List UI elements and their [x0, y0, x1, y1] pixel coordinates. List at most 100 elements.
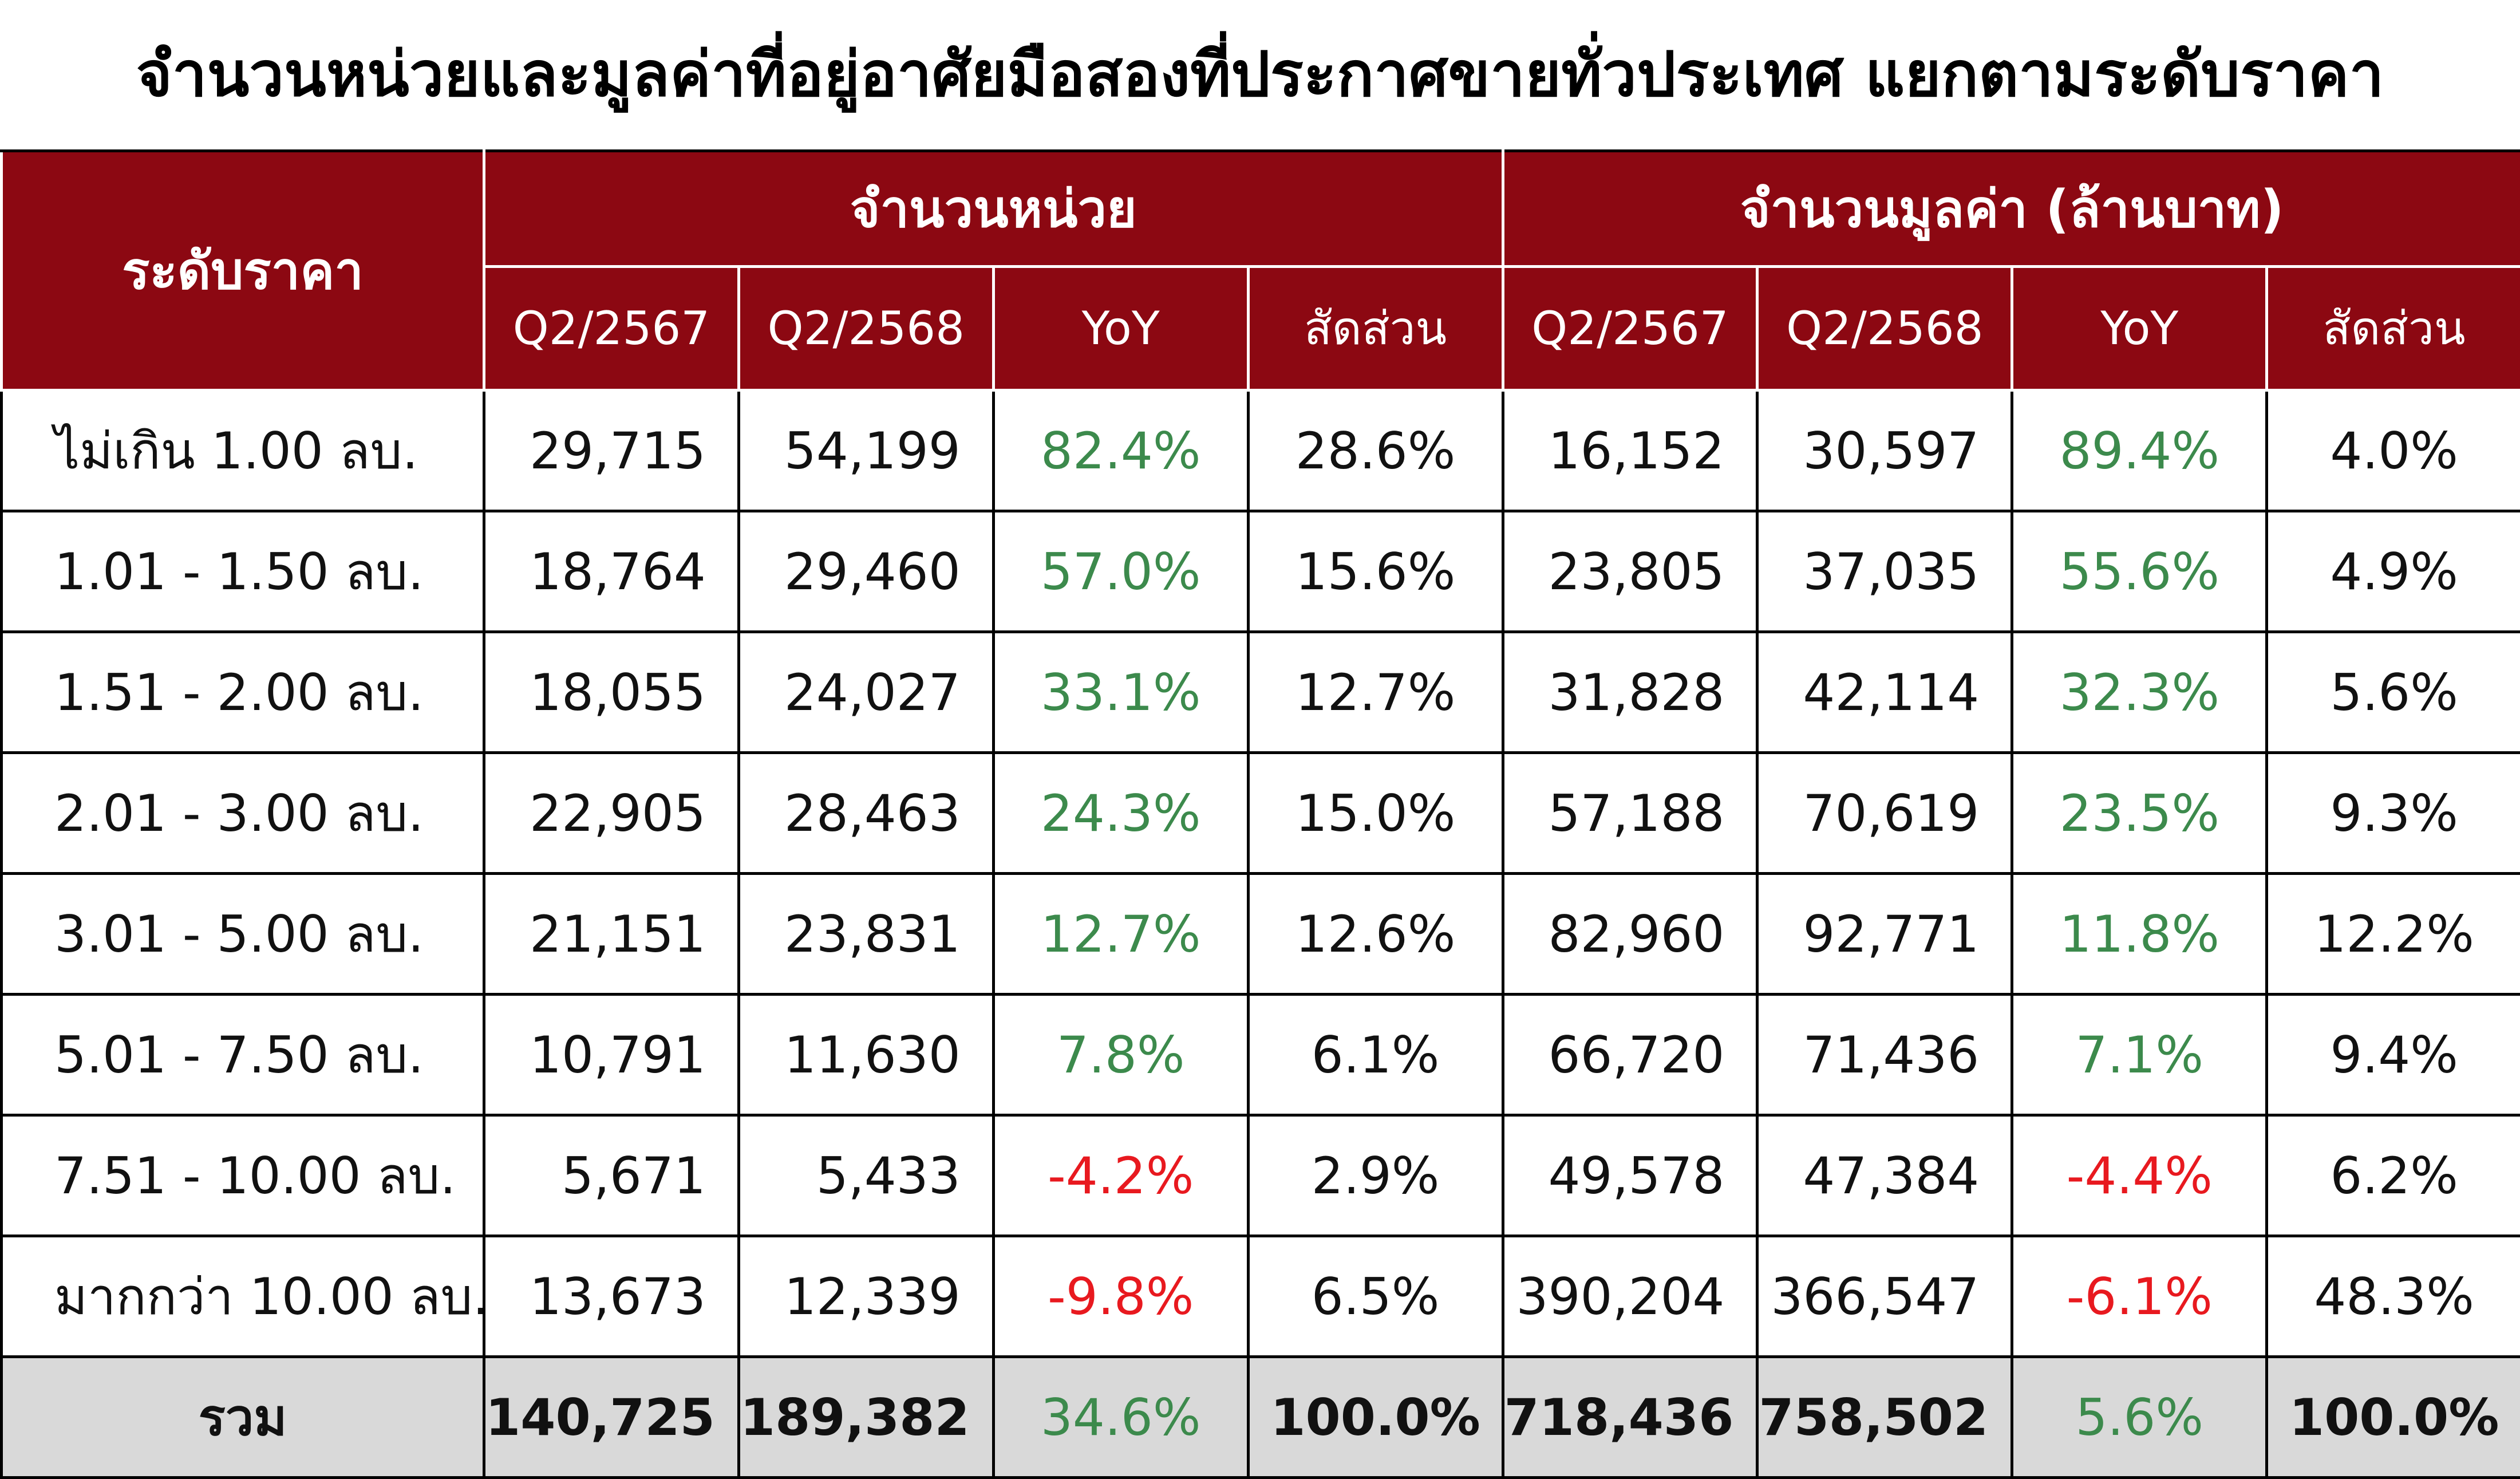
cell: 23.5% [2011, 751, 2269, 875]
cell: 12.2% [2265, 872, 2520, 996]
cell: 15.6% [1246, 510, 1504, 633]
cell: 18,055 [483, 630, 740, 754]
cell: 2.01 - 3.00 ลบ. [0, 751, 485, 875]
cell: 11,630 [737, 993, 995, 1117]
cell: 4.0% [2265, 389, 2520, 512]
cell: 13,673 [483, 1235, 740, 1358]
cell: 758,502 [1756, 1355, 2014, 1479]
cell: 2.9% [1246, 1114, 1504, 1237]
cell: 6.1% [1246, 993, 1504, 1117]
cell: 66,720 [1501, 993, 1759, 1117]
header-row: Q2/2567 Q2/2568 YoY สัดส่วน Q2/2567 Q2/2568 Yo… [2, 265, 2520, 392]
cell: 31,828 [1501, 630, 1759, 754]
cell: 70,619 [1756, 751, 2014, 875]
cell: 140,725 [483, 1355, 740, 1479]
cell: 28.6% [1246, 389, 1504, 512]
cell: 23,831 [737, 872, 995, 996]
cell: ไม่เกิน 1.00 ลบ. [0, 389, 485, 512]
header-cell: Q2/2568 [1756, 265, 2014, 392]
cell: 82,960 [1501, 872, 1759, 996]
cell: 89.4% [2011, 389, 2269, 512]
cell: 11.8% [2011, 872, 2269, 996]
cell: 57,188 [1501, 751, 1759, 875]
cell: รวม [0, 1355, 485, 1479]
cell: 6.5% [1246, 1235, 1504, 1358]
header-cell: สัดส่วน [2265, 265, 2520, 392]
header-row: ระดับราคา จำนวนหน่วย จำนวนมูลค่า (ล้านบาท) [0, 149, 2520, 392]
cell: 5.01 - 7.50 ลบ. [0, 993, 485, 1117]
cell: 47,384 [1756, 1114, 2014, 1237]
header-cell: สัดส่วน [1246, 265, 1504, 392]
cell: 29,715 [483, 389, 740, 512]
cell: 7.51 - 10.00 ลบ. [0, 1114, 485, 1237]
cell: 57.0% [992, 510, 1250, 633]
cell: 5.6% [2265, 630, 2520, 754]
cell: 32.3% [2011, 630, 2269, 754]
data-row: 2.01 - 3.00 ลบ. 22,905 28,463 24.3% 15.0% 57,… [0, 751, 2520, 875]
cell: 37,035 [1756, 510, 2014, 633]
cell: 34.6% [992, 1355, 1250, 1479]
cell: -4.2% [992, 1114, 1250, 1237]
cell: -6.1% [2011, 1235, 2269, 1358]
cell: 5.6% [2011, 1355, 2269, 1479]
cell: 366,547 [1756, 1235, 2014, 1358]
header-cell: Q2/2568 [737, 265, 995, 392]
table-body: ระดับราคา จำนวนหน่วย จำนวนมูลค่า (ล้านบาท)… [0, 149, 2520, 1479]
cell: 21,151 [483, 872, 740, 996]
cell: 49,578 [1501, 1114, 1759, 1237]
header-cell: Q2/2567 [483, 265, 740, 392]
header-group: จำนวนหน่วย [483, 149, 1504, 268]
cell: 22,905 [483, 751, 740, 875]
cell: 23,805 [1501, 510, 1759, 633]
cell: 7.8% [992, 993, 1250, 1117]
header-cell: ระดับราคา [0, 149, 485, 392]
cell: 30,597 [1756, 389, 2014, 512]
cell: 189,382 [737, 1355, 995, 1479]
cell: 18,764 [483, 510, 740, 633]
data-row: มากกว่า 10.00 ลบ. 13,673 12,339 -9.8% 6.5% 39… [0, 1235, 2520, 1358]
cell: 24.3% [992, 751, 1250, 875]
cell: มากกว่า 10.00 ลบ. [0, 1235, 485, 1358]
data-row: 1.01 - 1.50 ลบ. 18,764 29,460 57.0% 15.6% 23,… [0, 510, 2520, 633]
cell: 100.0% [2265, 1355, 2520, 1479]
price-table: ระดับราคา จำนวนหน่วย จำนวนมูลค่า (ล้านบาท)… [0, 149, 2520, 1479]
cell: 71,436 [1756, 993, 2014, 1117]
cell: 4.9% [2265, 510, 2520, 633]
data-row: 3.01 - 5.00 ลบ. 21,151 23,831 12.7% 12.6% 82,… [0, 872, 2520, 996]
cell: 28,463 [737, 751, 995, 875]
cell: 92,771 [1756, 872, 2014, 996]
header-cell: Q2/2567 [1501, 265, 1759, 392]
cell: 16,152 [1501, 389, 1759, 512]
cell: 390,204 [1501, 1235, 1759, 1358]
data-row: รวม 140,725 189,382 34.6% 100.0% 718,436 758,5… [0, 1355, 2520, 1479]
cell: 82.4% [992, 389, 1250, 512]
cell: 3.01 - 5.00 ลบ. [0, 872, 485, 996]
cell: 42,114 [1756, 630, 2014, 754]
cell: 5,433 [737, 1114, 995, 1237]
cell: 54,199 [737, 389, 995, 512]
header-cell: YoY [2011, 265, 2269, 392]
cell: 7.1% [2011, 993, 2269, 1117]
title: จำนวนหน่วยและมูลค่าที่อยู่อาศัยมือสองที่… [136, 39, 2384, 111]
cell: 1.01 - 1.50 ลบ. [0, 510, 485, 633]
cell: 12.7% [1246, 630, 1504, 754]
cell: 55.6% [2011, 510, 2269, 633]
data-row: 7.51 - 10.00 ลบ. 5,671 5,433 -4.2% 2.9% 49,57… [0, 1114, 2520, 1237]
cell: -9.8% [992, 1235, 1250, 1358]
cell: -4.4% [2011, 1114, 2269, 1237]
cell: 10,791 [483, 993, 740, 1117]
cell: 12.7% [992, 872, 1250, 996]
cell: 9.3% [2265, 751, 2520, 875]
header-cell: YoY [992, 265, 1250, 392]
cell: 15.0% [1246, 751, 1504, 875]
data-row: 5.01 - 7.50 ลบ. 10,791 11,630 7.8% 6.1% 66,72… [0, 993, 2520, 1117]
cell: 1.51 - 2.00 ลบ. [0, 630, 485, 754]
cell: 5,671 [483, 1114, 740, 1237]
data-row: 1.51 - 2.00 ลบ. 18,055 24,027 33.1% 12.7% 31,… [0, 630, 2520, 754]
cell: 29,460 [737, 510, 995, 633]
cell: 6.2% [2265, 1114, 2520, 1237]
cell: 100.0% [1246, 1355, 1504, 1479]
cell: 12.6% [1246, 872, 1504, 996]
cell: 718,436 [1501, 1355, 1759, 1479]
